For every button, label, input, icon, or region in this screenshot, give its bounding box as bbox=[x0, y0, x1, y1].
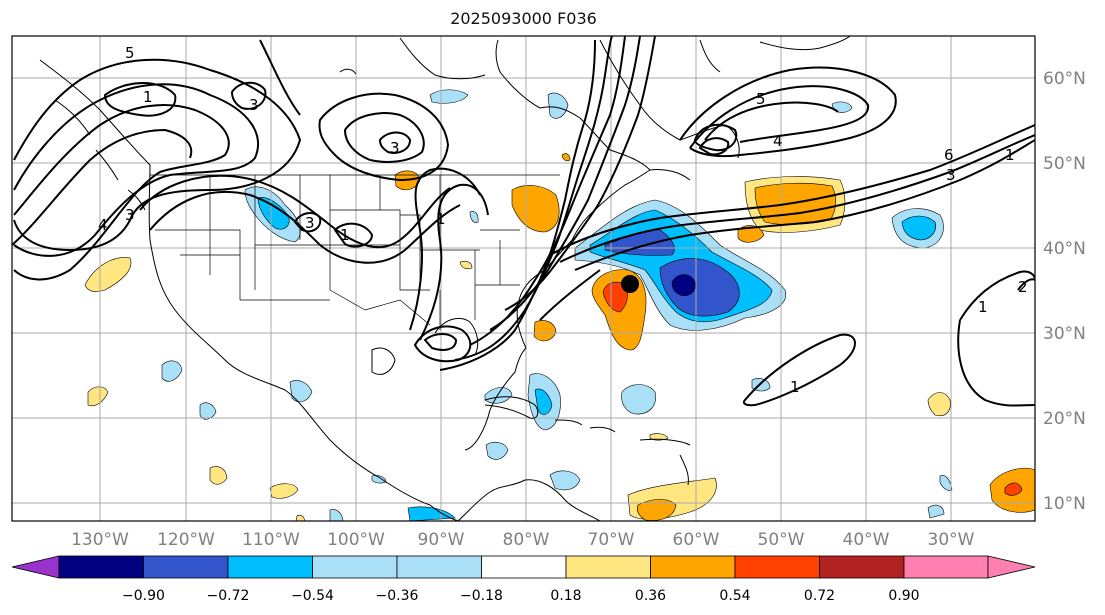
lon-tick-label: 60°W bbox=[673, 530, 720, 550]
colorbar-segment bbox=[227, 555, 313, 579]
lon-tick-label: 70°W bbox=[588, 530, 635, 550]
lon-tick-label: 40°W bbox=[843, 530, 890, 550]
contour-label: 2 bbox=[1018, 278, 1028, 296]
contour-label: 5 bbox=[125, 44, 135, 62]
colorbar-segment bbox=[734, 555, 820, 579]
lat-tick-label: 60°N bbox=[1043, 69, 1086, 89]
colorbar-segment bbox=[58, 555, 144, 579]
lon-tick-label: 50°W bbox=[758, 530, 805, 550]
colorbar-tick-label: 0.36 bbox=[635, 588, 666, 604]
contour-label: 1 bbox=[436, 210, 446, 228]
storm-center-marker bbox=[621, 275, 639, 293]
lon-tick-label: 80°W bbox=[503, 530, 550, 550]
colorbar-tick-label: −0.72 bbox=[207, 588, 250, 604]
colorbar-tick-label: 0.54 bbox=[719, 588, 750, 604]
colorbar-segment bbox=[481, 555, 567, 579]
colorbar-segment bbox=[143, 555, 229, 579]
contour-label: 6 bbox=[944, 146, 954, 164]
state-borders bbox=[150, 174, 560, 330]
lat-tick-label: 50°N bbox=[1043, 154, 1086, 174]
contour-label: 3 bbox=[125, 206, 135, 224]
colorbar-tick-label: 0.90 bbox=[888, 588, 919, 604]
lat-tick-label: 20°N bbox=[1043, 409, 1086, 429]
colorbar-tick-label: −0.54 bbox=[291, 588, 334, 604]
contour-label: 4 bbox=[773, 132, 783, 150]
colorbar-segment bbox=[903, 555, 989, 579]
colorbar-tick-label: −0.36 bbox=[376, 588, 419, 604]
graticule bbox=[12, 36, 1035, 521]
lat-tick-label: 30°N bbox=[1043, 324, 1086, 344]
contour-label: 3 bbox=[390, 139, 400, 157]
contour-label: 3 bbox=[249, 96, 259, 114]
colorbar-segment bbox=[312, 555, 398, 579]
lon-tick-label: 130°W bbox=[71, 530, 129, 550]
contour-label: 4 bbox=[98, 216, 108, 234]
colorbar-labels: −0.90 −0.72 −0.54 −0.36 −0.18 0.18 0.36 … bbox=[122, 588, 920, 604]
colorbar-segment bbox=[987, 555, 1036, 579]
map-area: 5 1 3 3 3 5 4 1 3 6 4 1 1 2 1 3 1 bbox=[12, 36, 1035, 521]
contour-label: 1 bbox=[1005, 146, 1015, 164]
latitude-labels: 60°N 50°N 40°N 30°N 20°N 10°N bbox=[1043, 69, 1086, 514]
lon-tick-label: 120°W bbox=[157, 530, 215, 550]
contour-label: 1 bbox=[340, 226, 350, 244]
contour-label: 1 bbox=[143, 88, 153, 106]
contour-labels: 5 1 3 3 3 5 4 1 3 6 4 1 1 2 1 3 1 bbox=[98, 44, 1028, 396]
anomaly-fills bbox=[84, 89, 1035, 521]
lat-tick-label: 40°N bbox=[1043, 239, 1086, 259]
lon-tick-label: 90°W bbox=[418, 530, 465, 550]
colorbar-segment bbox=[565, 555, 651, 579]
colorbar-tick-label: 0.18 bbox=[550, 588, 581, 604]
lon-tick-label: 110°W bbox=[242, 530, 300, 550]
longitude-labels: 130°W 120°W 110°W 100°W 90°W 80°W 70°W 6… bbox=[71, 530, 975, 550]
contour-label: 3 bbox=[946, 166, 956, 184]
colorbar-segment bbox=[819, 555, 905, 579]
contour-label: 1 bbox=[790, 378, 800, 396]
contour-label: 1 bbox=[978, 298, 988, 316]
colorbar bbox=[11, 555, 1036, 579]
colorbar-segment bbox=[650, 555, 736, 579]
colorbar-tick-label: −0.18 bbox=[460, 588, 503, 604]
colorbar-tick-label: 0.72 bbox=[804, 588, 835, 604]
lon-tick-label: 30°W bbox=[928, 530, 975, 550]
lon-tick-label: 100°W bbox=[327, 530, 385, 550]
contour-lines bbox=[12, 36, 1035, 407]
lat-tick-label: 10°N bbox=[1043, 494, 1086, 514]
contour-label: 3 bbox=[305, 214, 315, 232]
colorbar-tick-label: −0.90 bbox=[122, 588, 165, 604]
contour-label: 5 bbox=[756, 90, 766, 108]
map-frame bbox=[11, 35, 1036, 522]
colorbar-segment bbox=[396, 555, 482, 579]
colorbar-segment bbox=[11, 555, 60, 579]
map-title: 2025093000 F036 bbox=[450, 9, 597, 28]
